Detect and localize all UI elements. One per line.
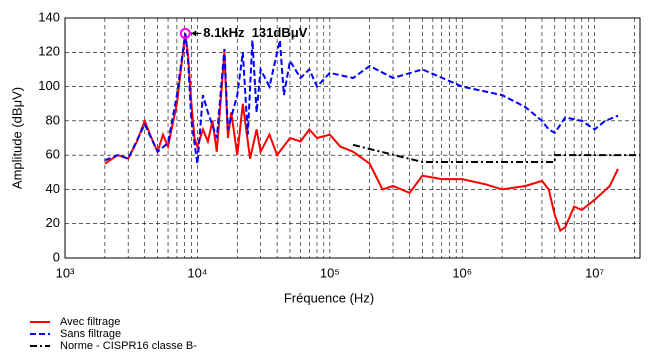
legend-label: Avec filtrage xyxy=(60,316,120,328)
y-tick-label: 40 xyxy=(46,181,60,196)
legend-label: Norme - CISPR16 classe B- xyxy=(60,340,197,352)
annotation-text: 8.1kHz 131dBμV xyxy=(203,25,307,40)
x-tick-label: 10³ xyxy=(56,265,75,280)
plot-frame xyxy=(64,17,641,259)
y-tick-label: 100 xyxy=(38,78,60,93)
y-tick-label: 60 xyxy=(46,147,60,162)
y-tick-label: 0 xyxy=(53,249,60,264)
annotation-marker xyxy=(179,27,191,39)
y-tick-label: 140 xyxy=(38,9,60,24)
series-line xyxy=(104,33,619,164)
x-tick-label: 10⁷ xyxy=(585,265,604,280)
y-axis-label: Amplitude (dBμV) xyxy=(9,87,24,189)
x-tick-label: 10⁵ xyxy=(320,265,340,280)
legend-label: Sans filtrage xyxy=(60,328,121,340)
series-line xyxy=(352,143,640,163)
y-tick-label: 20 xyxy=(46,215,60,230)
x-tick-label: 10⁶ xyxy=(452,265,472,280)
x-tick-label: 10⁴ xyxy=(187,265,207,280)
x-axis-label: Fréquence (Hz) xyxy=(284,290,374,305)
y-tick-label: 120 xyxy=(38,44,60,59)
annotation-arrowhead xyxy=(191,30,197,37)
series-line xyxy=(104,33,619,233)
y-tick-label: 80 xyxy=(46,112,60,127)
